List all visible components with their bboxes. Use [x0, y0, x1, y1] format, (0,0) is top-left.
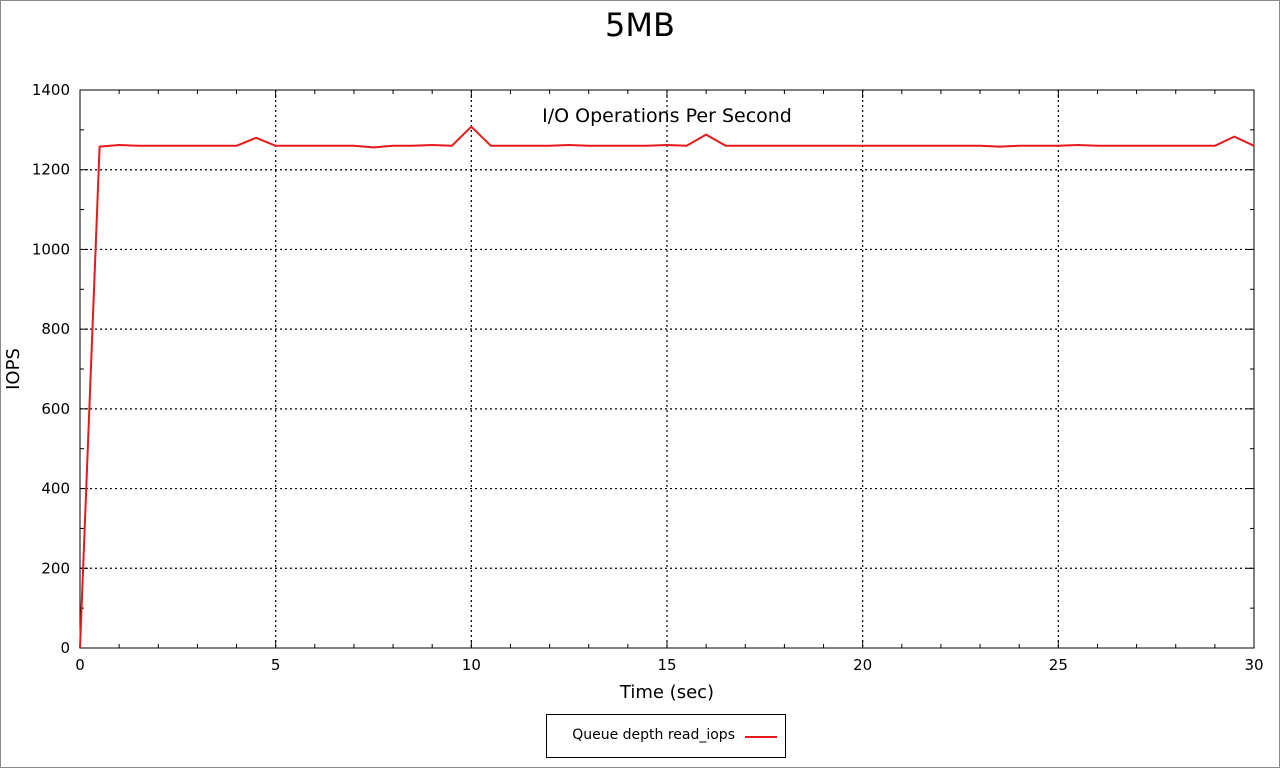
- legend-entry-swatch: [745, 736, 777, 738]
- series-layer: [79, 125, 1255, 649]
- x-tick-label: 25: [1049, 656, 1068, 674]
- grid-lines: [80, 90, 1254, 648]
- y-tick-label: 0: [60, 639, 70, 657]
- y-tick-label: 400: [41, 480, 70, 498]
- x-tick-label: 10: [462, 656, 481, 674]
- x-tick-label: 5: [271, 656, 281, 674]
- x-tick-label: 20: [853, 656, 872, 674]
- y-tick-label: 800: [41, 320, 70, 338]
- y-tick-label: 1200: [32, 161, 70, 179]
- y-tick-label: 1000: [32, 240, 70, 258]
- chart-subtitle: I/O Operations Per Second: [542, 105, 792, 127]
- axis-ticks: 0 5 10 15 20 25 30 0 200 400 600 800 1000 1200 1400: [32, 81, 1264, 674]
- legend: Queue depth read_iops: [546, 714, 786, 758]
- x-tick-label: 15: [657, 656, 676, 674]
- chart-title: 5MB: [605, 6, 675, 44]
- y-tick-label: 1400: [32, 81, 70, 99]
- y-axis-label: IOPS: [3, 348, 24, 390]
- x-axis-label: Time (sec): [619, 682, 714, 703]
- plot-border: [79, 89, 1255, 649]
- y-tick-label: 200: [41, 559, 70, 577]
- legend-entry-label: Queue depth read_iops: [572, 727, 735, 743]
- x-tick-label: 30: [1244, 656, 1263, 674]
- series-line-0: [79, 125, 1255, 649]
- y-tick-label: 600: [41, 400, 70, 418]
- x-tick-label: 0: [75, 656, 85, 674]
